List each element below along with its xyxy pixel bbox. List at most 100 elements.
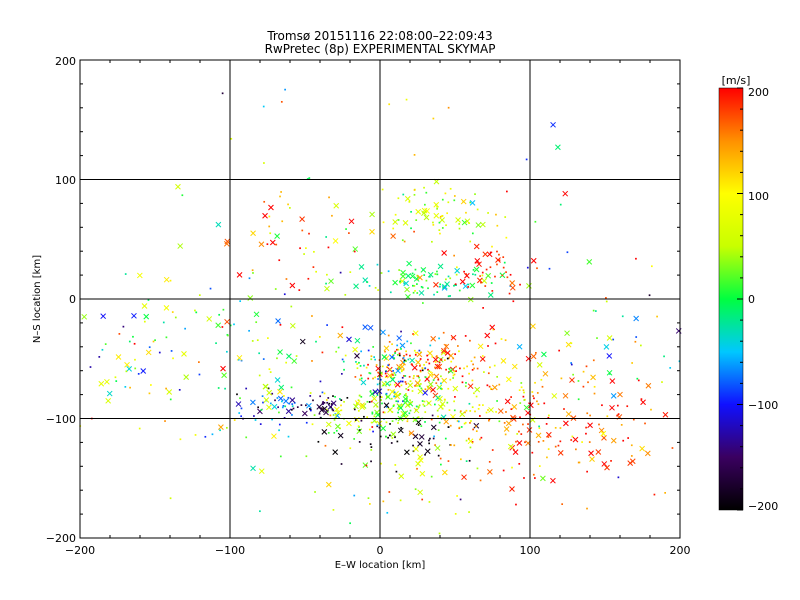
- cross-point: [353, 283, 359, 290]
- dot-point: [459, 367, 461, 370]
- dot-point: [531, 451, 534, 454]
- dot-point: [477, 408, 480, 410]
- cross-point: [402, 396, 409, 402]
- dot-point: [582, 370, 585, 373]
- dot-point: [417, 375, 420, 378]
- dot-point: [441, 198, 444, 201]
- cross-point: [444, 281, 450, 287]
- cross-point: [332, 238, 339, 244]
- dot-point: [237, 358, 240, 361]
- dot-point: [392, 376, 395, 379]
- dot-point: [194, 434, 197, 436]
- dot-point: [389, 383, 392, 386]
- dot-point: [335, 416, 337, 419]
- dot-point: [394, 352, 396, 354]
- dot-point: [384, 372, 387, 375]
- dot-point: [211, 433, 214, 436]
- cross-point: [394, 381, 401, 388]
- dot-point: [427, 287, 429, 290]
- cross-point: [509, 280, 516, 286]
- dot-point: [363, 364, 365, 367]
- dot-point: [372, 377, 374, 380]
- cross-point: [603, 344, 610, 350]
- dot-point: [409, 399, 411, 402]
- dot-point: [483, 371, 485, 373]
- cross-point: [509, 486, 515, 492]
- cross-point: [250, 399, 256, 406]
- cross-point: [392, 219, 399, 225]
- dot-point: [475, 425, 477, 428]
- dot-point: [398, 352, 401, 355]
- x-tick-label: −200: [65, 544, 95, 557]
- dot-point: [503, 261, 506, 264]
- cross-point: [491, 384, 498, 391]
- dot-point: [379, 435, 382, 438]
- dot-point: [349, 522, 351, 525]
- dot-point: [311, 315, 313, 317]
- dot-point: [424, 421, 426, 423]
- cross-point: [482, 251, 489, 258]
- dot-point: [610, 460, 612, 462]
- dot-point: [439, 215, 442, 218]
- cross-point: [299, 216, 305, 222]
- dot-point: [396, 348, 398, 351]
- cross-point: [175, 183, 181, 190]
- dot-point: [456, 495, 458, 497]
- cross-point: [504, 398, 511, 405]
- dot-point: [593, 392, 596, 395]
- dot-point: [527, 423, 529, 425]
- dot-point: [320, 407, 323, 410]
- dot-point: [630, 455, 633, 457]
- dot-point: [484, 285, 487, 287]
- dot-point: [389, 408, 391, 411]
- dot-point: [453, 195, 456, 197]
- dot-point: [251, 269, 254, 272]
- dot-point: [396, 353, 399, 356]
- cross-point: [408, 430, 415, 437]
- dot-point: [519, 283, 521, 286]
- dot-point: [292, 407, 295, 410]
- dot-point: [522, 395, 525, 398]
- cross-point: [321, 429, 328, 435]
- dot-point: [258, 374, 261, 377]
- cross-point: [285, 408, 292, 415]
- dot-point: [305, 421, 308, 424]
- dot-point: [570, 362, 573, 364]
- dot-point: [637, 379, 640, 382]
- dot-point: [644, 422, 646, 425]
- dot-point: [376, 424, 379, 427]
- dot-point: [453, 284, 455, 287]
- dot-point: [397, 400, 399, 403]
- cross-point: [250, 230, 256, 237]
- dot-point: [321, 391, 324, 394]
- dot-point: [473, 356, 476, 359]
- dot-point: [424, 367, 427, 370]
- cross-point: [400, 410, 407, 417]
- dot-point: [403, 375, 405, 377]
- dot-point: [370, 400, 373, 403]
- dot-point: [505, 271, 507, 274]
- dot-point: [344, 354, 347, 357]
- cross-point: [432, 356, 439, 363]
- dot-point: [472, 273, 474, 276]
- cross-point: [617, 391, 623, 398]
- cross-point: [258, 468, 265, 475]
- dot-point: [577, 398, 580, 401]
- cross-point: [557, 450, 564, 456]
- dot-point: [401, 404, 403, 406]
- cross-point: [503, 426, 510, 432]
- dot-point: [632, 418, 635, 421]
- dot-point: [158, 351, 161, 354]
- dot-point: [170, 350, 173, 352]
- dot-point: [169, 279, 172, 282]
- dot-point: [648, 294, 651, 297]
- dot-point: [547, 448, 550, 450]
- cross-point: [437, 263, 444, 270]
- dot-point: [468, 459, 471, 462]
- dot-point: [388, 434, 391, 437]
- dot-point: [404, 375, 407, 377]
- dot-point: [147, 299, 150, 301]
- cross-point: [441, 285, 448, 291]
- dot-point: [416, 405, 419, 408]
- dot-point: [267, 387, 270, 390]
